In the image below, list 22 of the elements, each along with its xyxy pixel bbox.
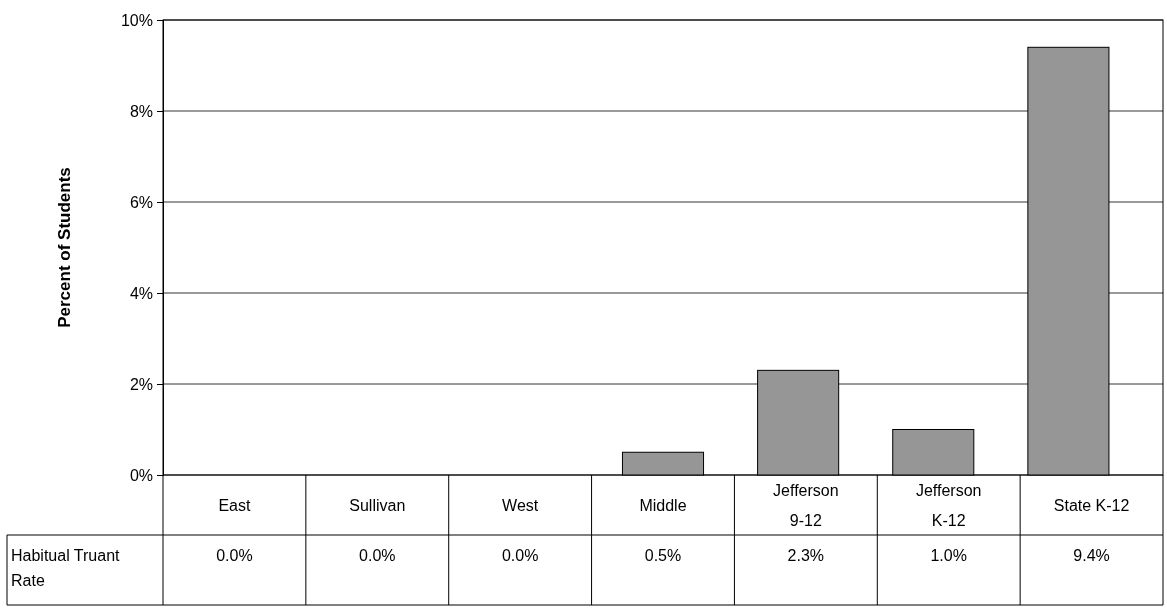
y-tick-label: 6% [129, 193, 153, 211]
data-label: 0.0% [216, 546, 253, 564]
data-label: 0.0% [501, 546, 539, 564]
y-tick-label: 10% [120, 11, 153, 29]
x-tick-label: State K-12 [1053, 496, 1130, 514]
x-tick-label: West [502, 496, 539, 514]
x-tick-label: Middle [639, 496, 687, 514]
x-tick-label: East [218, 496, 251, 514]
y-tick-label: 4% [129, 284, 153, 302]
data-label: 2.3% [787, 546, 825, 564]
x-tick-label: Sullivan [349, 496, 406, 514]
x-tick-label: Jefferson 9-12 [773, 481, 839, 529]
y-tick-label: 8% [129, 102, 153, 120]
y-axis-title: Percent of Students [55, 167, 74, 328]
y-tick-label: 0% [129, 466, 153, 484]
data-label: 9.4% [1073, 546, 1110, 564]
data-label: 1.0% [930, 546, 967, 564]
y-tick-label: 2% [129, 375, 153, 393]
data-label: 0.0% [359, 546, 396, 564]
x-tick-label: Jefferson K-12 [915, 481, 982, 529]
data-label: 0.5% [644, 546, 682, 564]
text: Habitual Truant Rate [11, 546, 121, 590]
